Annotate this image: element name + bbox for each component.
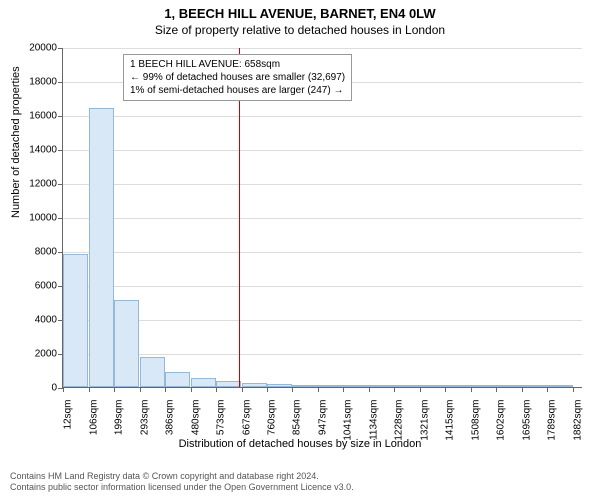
y-tick-label: 14000 bbox=[29, 145, 63, 156]
y-tick-label: 6000 bbox=[35, 281, 63, 292]
histogram-bar bbox=[292, 385, 317, 387]
grid-line bbox=[63, 218, 582, 219]
histogram-bar bbox=[242, 383, 267, 387]
x-tick-mark bbox=[496, 387, 497, 392]
footer-attribution: Contains HM Land Registry data © Crown c… bbox=[10, 471, 354, 494]
x-tick-mark bbox=[394, 387, 395, 392]
grid-line bbox=[63, 354, 582, 355]
annotation-line-3: 1% of semi-detached houses are larger (2… bbox=[130, 84, 345, 97]
x-tick-mark bbox=[140, 387, 141, 392]
grid-line bbox=[63, 320, 582, 321]
x-tick-label: 1695sqm bbox=[519, 400, 532, 441]
x-tick-mark bbox=[547, 387, 548, 392]
x-tick-mark bbox=[267, 387, 268, 392]
x-tick-label: 1134sqm bbox=[366, 400, 379, 440]
chart-title-sub: Size of property relative to detached ho… bbox=[0, 21, 600, 41]
y-tick-label: 16000 bbox=[29, 111, 63, 122]
x-tick-label: 573sqm bbox=[213, 400, 226, 436]
histogram-bar bbox=[522, 385, 547, 387]
x-tick-mark bbox=[318, 387, 319, 392]
x-tick-mark bbox=[343, 387, 344, 392]
histogram-bar bbox=[420, 385, 445, 387]
y-tick-label: 8000 bbox=[35, 247, 63, 258]
x-tick-mark bbox=[242, 387, 243, 392]
x-tick-label: 293sqm bbox=[137, 400, 150, 436]
x-tick-mark bbox=[573, 387, 574, 392]
histogram-bar bbox=[445, 385, 470, 387]
grid-line bbox=[63, 286, 582, 287]
x-tick-label: 1789sqm bbox=[545, 400, 558, 441]
x-tick-label: 1228sqm bbox=[392, 400, 405, 441]
x-tick-label: 480sqm bbox=[188, 400, 201, 436]
histogram-bar bbox=[216, 381, 241, 387]
histogram-bar bbox=[547, 385, 572, 387]
x-tick-label: 1508sqm bbox=[468, 400, 481, 441]
x-tick-label: 1415sqm bbox=[443, 400, 456, 441]
histogram-bar bbox=[140, 357, 165, 387]
chart-plot-area: 0200040006000800010000120001400016000180… bbox=[62, 48, 582, 388]
x-tick-label: 1602sqm bbox=[494, 400, 507, 441]
histogram-bar bbox=[89, 108, 114, 387]
histogram-bar bbox=[343, 385, 368, 387]
x-tick-mark bbox=[191, 387, 192, 392]
y-tick-label: 10000 bbox=[29, 213, 63, 224]
histogram-bar bbox=[191, 378, 216, 387]
y-tick-label: 4000 bbox=[35, 315, 63, 326]
chart-title-main: 1, BEECH HILL AVENUE, BARNET, EN4 0LW bbox=[0, 0, 600, 21]
histogram-bar bbox=[471, 385, 496, 387]
x-tick-mark bbox=[420, 387, 421, 392]
x-tick-mark bbox=[216, 387, 217, 392]
grid-line bbox=[63, 252, 582, 253]
x-tick-label: 947sqm bbox=[315, 400, 328, 436]
x-tick-label: 854sqm bbox=[290, 400, 303, 436]
annotation-line-1: 1 BEECH HILL AVENUE: 658sqm bbox=[130, 58, 345, 71]
histogram-bar bbox=[165, 372, 190, 387]
x-tick-label: 760sqm bbox=[264, 400, 277, 436]
x-tick-label: 12sqm bbox=[61, 400, 74, 430]
footer-line-2: Contains public sector information licen… bbox=[10, 482, 354, 494]
histogram-bar bbox=[394, 385, 419, 387]
x-tick-label: 106sqm bbox=[86, 400, 99, 436]
y-tick-label: 12000 bbox=[29, 179, 63, 190]
grid-line bbox=[63, 150, 582, 151]
x-tick-mark bbox=[292, 387, 293, 392]
x-tick-label: 1882sqm bbox=[570, 400, 583, 441]
histogram-bar bbox=[318, 385, 343, 387]
annotation-box: 1 BEECH HILL AVENUE: 658sqm ← 99% of det… bbox=[123, 54, 352, 101]
x-tick-mark bbox=[89, 387, 90, 392]
x-tick-label: 199sqm bbox=[111, 400, 124, 436]
footer-line-1: Contains HM Land Registry data © Crown c… bbox=[10, 471, 354, 483]
y-tick-label: 18000 bbox=[29, 77, 63, 88]
grid-line bbox=[63, 48, 582, 49]
x-tick-mark bbox=[471, 387, 472, 392]
histogram-bar bbox=[496, 385, 521, 387]
x-tick-mark bbox=[445, 387, 446, 392]
x-axis-title: Distribution of detached houses by size … bbox=[0, 438, 600, 450]
y-tick-label: 2000 bbox=[35, 349, 63, 360]
x-tick-mark bbox=[114, 387, 115, 392]
y-tick-label: 0 bbox=[51, 383, 63, 394]
histogram-bar bbox=[114, 300, 139, 387]
histogram-bar bbox=[63, 254, 88, 387]
x-tick-label: 667sqm bbox=[239, 400, 252, 436]
x-tick-label: 386sqm bbox=[162, 400, 175, 436]
x-tick-mark bbox=[165, 387, 166, 392]
x-tick-label: 1321sqm bbox=[417, 400, 430, 441]
y-axis-title: Number of detached properties bbox=[10, 66, 22, 218]
histogram-bar bbox=[369, 385, 394, 387]
grid-line bbox=[63, 116, 582, 117]
histogram-bar bbox=[267, 384, 292, 387]
x-tick-mark bbox=[369, 387, 370, 392]
y-tick-label: 20000 bbox=[29, 43, 63, 54]
x-tick-mark bbox=[63, 387, 64, 392]
grid-line bbox=[63, 184, 582, 185]
x-tick-mark bbox=[522, 387, 523, 392]
annotation-line-2: ← 99% of detached houses are smaller (32… bbox=[130, 71, 345, 84]
x-tick-label: 1041sqm bbox=[341, 400, 354, 441]
